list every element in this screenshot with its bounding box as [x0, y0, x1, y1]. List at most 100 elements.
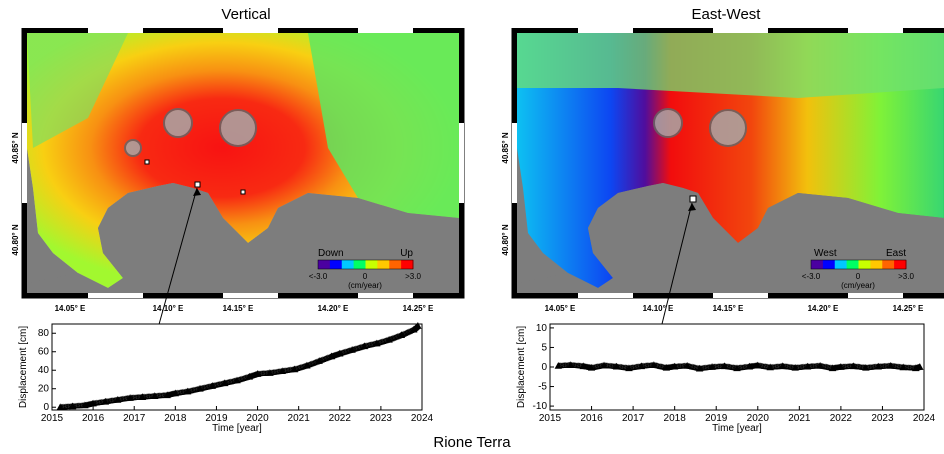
data-point — [916, 363, 924, 370]
data-point — [138, 393, 147, 400]
lon-label: 14.10° E — [153, 304, 184, 313]
x-tick-label: 2015 — [41, 413, 64, 424]
x-tick-label: 2020 — [246, 413, 269, 424]
data-point — [278, 367, 286, 375]
lat-label: 40.85° N — [501, 132, 510, 163]
data-point — [266, 369, 274, 376]
colorbar-left-label: Down — [318, 248, 344, 259]
figure-caption: Rione Terra — [433, 434, 511, 451]
y-tick-label: -5 — [538, 382, 547, 393]
data-point — [612, 362, 621, 370]
colorbar-unit: (cm/year) — [841, 281, 875, 290]
data-point — [683, 361, 691, 369]
colorbar-segment — [318, 260, 331, 269]
east-west-timeseries-chart: 2015 2016 2017 2018 2019 2020 2021 2022 2023 2024… — [516, 323, 936, 434]
x-tick-label: 2024 — [411, 413, 434, 424]
x-tick-label: 2021 — [788, 413, 811, 424]
panel-title-vertical: Vertical — [221, 6, 271, 23]
lon-label: 14.10° E — [643, 304, 674, 313]
lat-label: 40.80° N — [11, 224, 20, 255]
data-point — [303, 361, 311, 369]
plot-area — [51, 323, 423, 411]
data-point — [208, 382, 217, 389]
colorbar-segment — [389, 260, 402, 269]
data-point — [385, 335, 393, 343]
x-tick-label: 2022 — [329, 413, 352, 424]
colorbar-min-label: <-3.0 — [802, 272, 821, 281]
x-tick-label: 2023 — [871, 413, 894, 424]
data-point — [670, 362, 679, 370]
colorbar-segment — [882, 260, 895, 269]
lon-label: 14.25° E — [403, 304, 434, 313]
x-tick-label: 2024 — [913, 413, 936, 424]
data-point — [554, 361, 562, 369]
data-point — [360, 342, 369, 350]
x-tick-label: 2019 — [205, 413, 228, 424]
colorbar-max-label: >3.0 — [898, 272, 914, 281]
y-tick-label: 20 — [38, 384, 50, 395]
data-point — [336, 349, 344, 357]
data-point — [253, 370, 262, 377]
data-point — [68, 402, 77, 410]
data-point — [662, 363, 671, 371]
y-tick-label: 0 — [43, 402, 49, 413]
data-point — [56, 403, 64, 411]
data-point — [183, 387, 192, 395]
colorbar-segment — [377, 260, 390, 269]
lon-label: 14.20° E — [318, 304, 349, 313]
data-point — [171, 389, 180, 397]
colorbar-unit: (cm/year) — [348, 281, 382, 290]
lat-label: 40.80° N — [501, 224, 510, 255]
x-axis-label: Time [year] — [712, 423, 762, 434]
data-point — [151, 392, 159, 400]
colorbar-frame — [317, 259, 414, 270]
data-point — [414, 322, 422, 329]
y-tick-label: 60 — [38, 347, 50, 358]
y-tick-label: 40 — [38, 365, 50, 376]
lon-label: 14.05° E — [55, 304, 86, 313]
colorbar-frame — [810, 259, 907, 270]
data-point — [650, 361, 658, 368]
callout-line — [157, 187, 198, 328]
colorbar-right-label: East — [886, 248, 906, 259]
x-tick-label: 2016 — [580, 413, 603, 424]
callout-line — [660, 202, 693, 328]
x-tick-label: 2020 — [747, 413, 770, 424]
data-point — [695, 364, 704, 372]
colorbar-mid-label: 0 — [363, 272, 368, 281]
x-tick-label: 2022 — [830, 413, 853, 424]
y-tick-label: 5 — [541, 342, 547, 353]
data-point — [754, 361, 762, 369]
colorbar-mid-label: 0 — [856, 272, 861, 281]
colorbar-segment — [846, 260, 859, 269]
x-tick-label: 2017 — [123, 413, 146, 424]
x-axis-label: Time [year] — [212, 423, 262, 434]
lat-label: 40.85° N — [11, 132, 20, 163]
data-point — [637, 362, 646, 370]
data-point — [220, 379, 229, 387]
y-axis-label: Displacement [cm] — [516, 326, 527, 408]
x-tick-label: 2018 — [164, 413, 187, 424]
colorbar-segment — [365, 260, 378, 269]
east-west-displacement-map: 40.85° N 40.80° N 14.05° E 14.10° E 14.1… — [501, 28, 944, 328]
data-point — [874, 362, 882, 370]
y-tick-label: 10 — [536, 323, 548, 334]
colorbar-segment — [811, 260, 824, 269]
data-point — [779, 362, 787, 370]
data-point — [81, 401, 89, 409]
lon-label: 14.15° E — [713, 304, 744, 313]
lon-label: 14.25° E — [893, 304, 924, 313]
data-point — [233, 376, 241, 384]
x-tick-label: 2015 — [539, 413, 562, 424]
y-tick-label: 80 — [38, 328, 50, 339]
data-point — [745, 362, 754, 370]
data-point — [899, 363, 907, 371]
colorbar-segment — [834, 260, 848, 269]
vertical-displacement-map: 40.85° N 40.80° N 14.05° E 14.10° E 14.1… — [11, 28, 465, 328]
colorbar-segment — [329, 260, 343, 269]
colorbar-segment — [353, 260, 366, 269]
lon-label: 14.15° E — [223, 304, 254, 313]
colorbar-segment — [822, 260, 836, 269]
x-tick-label: 2019 — [705, 413, 728, 424]
x-tick-label: 2016 — [82, 413, 105, 424]
